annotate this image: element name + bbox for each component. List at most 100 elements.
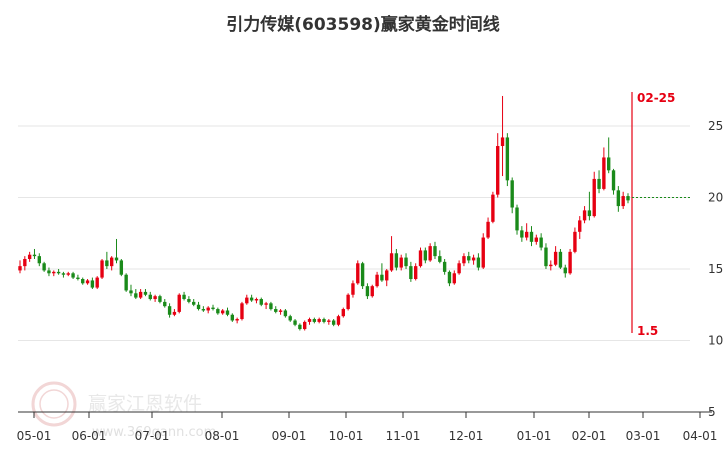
candle-body — [225, 310, 230, 315]
candle-body — [71, 273, 75, 278]
candle-body — [182, 294, 186, 300]
candle-body — [621, 196, 625, 207]
candle — [442, 258, 447, 275]
candle — [283, 309, 288, 318]
candle-body — [500, 137, 505, 147]
candle — [76, 274, 80, 281]
candle — [471, 254, 476, 265]
candle — [134, 289, 138, 300]
x-tick-label: 03-01 — [626, 429, 661, 443]
x-tick-label: 01-01 — [517, 429, 552, 443]
candle-body — [288, 316, 292, 321]
candle — [602, 147, 606, 191]
candle-body — [56, 271, 61, 274]
candle-body — [105, 260, 109, 267]
candle — [172, 309, 177, 317]
candle — [496, 133, 500, 198]
candle-body — [389, 253, 394, 271]
candle — [360, 261, 365, 290]
candle — [249, 294, 254, 302]
candle-body — [23, 258, 27, 267]
candle — [336, 314, 341, 327]
candle — [109, 256, 114, 271]
candle-body — [293, 320, 297, 325]
candle-body — [90, 280, 95, 288]
candle — [182, 291, 186, 301]
candle — [553, 246, 558, 267]
candle-body — [61, 273, 66, 275]
candle — [544, 243, 548, 269]
candle-body — [119, 260, 124, 275]
candle-body — [471, 257, 476, 261]
x-tick-label: 04-01 — [683, 429, 718, 443]
candle-body — [322, 319, 326, 322]
candle-body — [496, 146, 500, 195]
candle-body — [423, 250, 428, 261]
candle — [264, 301, 268, 310]
candle-body — [394, 253, 399, 268]
candle — [428, 243, 432, 262]
candle-body — [331, 320, 336, 325]
candle — [505, 133, 510, 187]
candle — [167, 303, 172, 318]
candle — [582, 206, 587, 224]
candle — [611, 168, 616, 195]
candle-body — [264, 303, 268, 305]
candle — [56, 269, 61, 275]
candle — [220, 309, 225, 315]
candle — [61, 271, 66, 278]
candle — [114, 238, 119, 264]
candle — [312, 317, 317, 324]
candle-body — [317, 319, 321, 322]
candles — [18, 95, 630, 331]
candle-body — [283, 310, 288, 317]
candle — [462, 253, 466, 267]
candle-body — [249, 297, 254, 301]
candle-body — [220, 310, 225, 314]
watermark-logo — [31, 381, 77, 427]
candle — [23, 256, 27, 271]
candle — [177, 293, 181, 314]
candle — [433, 241, 437, 259]
candle-body — [607, 157, 611, 171]
candle — [37, 253, 41, 267]
y-tick-label: 10 — [708, 334, 723, 348]
candle — [568, 248, 572, 275]
candle-body — [138, 291, 143, 298]
candle-body — [447, 271, 452, 284]
candle-body — [42, 263, 46, 271]
candle — [138, 289, 143, 300]
candle-body — [134, 293, 138, 298]
x-tick-label: 05-01 — [17, 429, 52, 443]
candle-body — [549, 264, 553, 267]
candle — [587, 191, 592, 221]
candle — [32, 248, 37, 259]
candle-body — [578, 220, 582, 232]
candle-body — [433, 246, 437, 257]
candle-body — [544, 247, 548, 267]
candle — [592, 171, 596, 218]
candle-body — [462, 256, 466, 264]
watermark: 赢家江恩软件 www.369gann.com — [31, 381, 216, 440]
candle — [558, 248, 563, 269]
candle-body — [356, 263, 360, 284]
candle-body — [534, 237, 539, 242]
x-tick-label: 08-01 — [205, 429, 240, 443]
candle-body — [399, 257, 403, 268]
candle-body — [553, 251, 558, 265]
candle — [346, 293, 350, 311]
candle-body — [486, 221, 490, 238]
candle-body — [375, 274, 379, 287]
candle-body — [158, 296, 162, 302]
candle-body — [409, 266, 413, 280]
candle-body — [365, 286, 370, 297]
candle-body — [467, 256, 471, 261]
candle-body — [404, 257, 408, 267]
candle — [327, 319, 331, 325]
candle-body — [52, 271, 56, 274]
marker-line: 02-25 1.5 — [631, 91, 690, 338]
candle-body — [563, 267, 567, 274]
marker-low-label: 1.5 — [637, 324, 658, 338]
candle — [303, 320, 307, 331]
candle — [240, 301, 244, 321]
